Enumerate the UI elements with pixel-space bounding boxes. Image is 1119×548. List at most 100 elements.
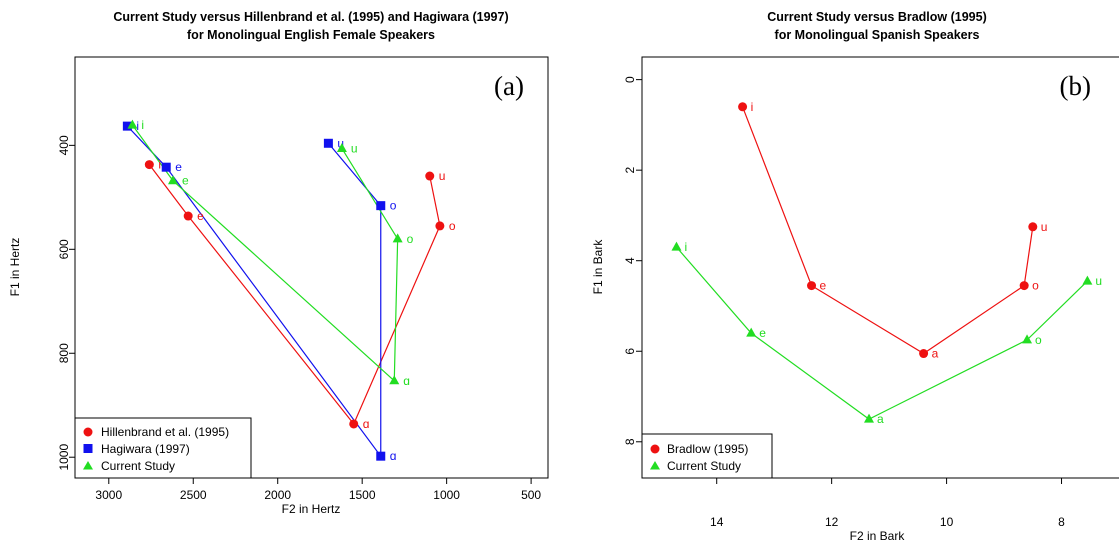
y-tick-label: 600 — [57, 239, 71, 259]
chart-b-x-axis-label: F2 in Bark — [850, 529, 906, 543]
data-point-triangle — [127, 119, 138, 129]
x-tick-label: 8 — [1058, 515, 1065, 529]
data-point-label: a — [932, 347, 939, 361]
data-point-label: o — [1035, 333, 1042, 347]
data-point-label: u — [1041, 220, 1048, 234]
data-point-triangle — [671, 241, 682, 251]
chart-a-y-axis-label: F1 in Hertz — [8, 238, 22, 297]
x-tick-label: 1500 — [349, 488, 376, 502]
chart-a-title-line-2: for Monolingual English Female Speakers — [187, 28, 435, 42]
chart-b-legend: Bradlow (1995) Current Study — [641, 433, 773, 479]
chart-a-legend: Hillenbrand et al. (1995) Hagiwara (1997… — [74, 417, 252, 479]
x-tick-label: 1000 — [433, 488, 460, 502]
data-point-triangle — [392, 233, 403, 243]
data-point-label: u — [1095, 274, 1102, 288]
data-point-label: i — [136, 119, 139, 133]
data-point-triangle — [336, 142, 347, 152]
chart-b-title-line-2: for Monolingual Spanish Speakers — [775, 28, 980, 42]
x-tick-label: 14 — [710, 515, 724, 529]
data-point-triangle — [864, 413, 875, 423]
data-point-label: i — [684, 240, 687, 254]
data-point-label: e — [182, 174, 189, 188]
data-point-label: o — [449, 219, 456, 233]
chart-b-legend-box — [641, 433, 773, 479]
y-tick-label: 1000 — [57, 444, 71, 471]
data-point-circle — [919, 349, 929, 359]
y-tick-label: 4 — [623, 257, 637, 264]
data-point-triangle — [746, 327, 757, 337]
y-tick-label: 8 — [623, 438, 637, 445]
series-line — [126, 125, 382, 458]
y-tick-label: 2 — [623, 167, 637, 174]
data-point-square — [122, 121, 132, 131]
x-tick-label: 2000 — [264, 488, 291, 502]
x-tick-label: 2500 — [180, 488, 207, 502]
data-point-circle — [435, 221, 445, 231]
y-tick-label: 6 — [623, 348, 637, 355]
chart-a-series-lines — [126, 124, 441, 458]
data-point-label: i — [751, 100, 754, 114]
data-point-label: a — [877, 412, 884, 426]
data-point-label: o — [1032, 279, 1039, 293]
data-point-label: ɑ — [403, 374, 410, 388]
chart-a-y-ticks: 400 600 800 1000 — [57, 135, 75, 471]
chart-b-x-ticks: 14 12 10 8 — [710, 478, 1065, 529]
data-point-label: ɑ — [363, 417, 370, 431]
data-point-label: e — [820, 279, 827, 293]
data-point-label: e — [175, 160, 182, 174]
chart-a-x-axis-label: F2 in Hertz — [282, 502, 341, 516]
y-tick-label: 0 — [623, 76, 637, 83]
data-point-circle — [349, 419, 359, 429]
legend-marker-hillenbrand — [83, 427, 93, 437]
data-point-label: u — [351, 141, 358, 155]
y-tick-label: 400 — [57, 135, 71, 155]
data-point-triangle — [1022, 334, 1033, 344]
data-point-label: e — [197, 209, 204, 223]
chart-panel-a: Current Study versus Hillenbrand et al. … — [8, 10, 549, 516]
data-point-label: o — [407, 232, 414, 246]
legend-label-hagiwara: Hagiwara (1997) — [101, 442, 190, 456]
data-point-circle — [1028, 222, 1038, 232]
x-tick-label: 500 — [521, 488, 541, 502]
data-point-label: i — [158, 158, 161, 172]
legend-marker-bradlow — [650, 444, 660, 454]
chart-a-title-line-1: Current Study versus Hillenbrand et al. … — [113, 10, 508, 24]
chart-b-plot-frame — [641, 56, 1119, 479]
data-point-circle — [183, 211, 193, 221]
data-point-triangle — [1082, 275, 1093, 285]
y-tick-label: 800 — [57, 343, 71, 363]
data-point-label: o — [390, 199, 397, 213]
data-point-square — [323, 138, 333, 148]
data-point-label: u — [337, 136, 344, 150]
data-point-square — [161, 162, 171, 172]
x-tick-label: 12 — [825, 515, 839, 529]
chart-a-panel-label: (a) — [494, 71, 524, 101]
x-tick-label: 10 — [940, 515, 954, 529]
chart-b-y-axis-label: F1 in Bark — [591, 239, 605, 295]
data-point-label: ɑ — [390, 449, 397, 463]
chart-b-series-points: i e a o u i e a o u — [671, 100, 1102, 426]
legend-label-hillenbrand: Hillenbrand et al. (1995) — [101, 425, 229, 439]
data-point-label: i — [141, 118, 144, 132]
legend-label-current-study-a: Current Study — [101, 459, 175, 473]
chart-b-title-line-1: Current Study versus Bradlow (1995) — [767, 10, 987, 24]
series-line — [742, 106, 1034, 355]
data-point-circle — [425, 171, 435, 181]
legend-marker-current-study-a — [83, 461, 93, 470]
data-point-circle — [738, 102, 748, 112]
chart-a-x-ticks: 3000 2500 2000 1500 1000 500 — [95, 478, 541, 502]
data-point-triangle — [167, 175, 178, 185]
data-point-circle — [1019, 281, 1029, 291]
legend-marker-current-study-b — [650, 461, 660, 470]
chart-panel-b: Current Study versus Bradlow (1995) for … — [591, 10, 1119, 543]
data-point-square — [376, 451, 386, 461]
legend-label-bradlow: Bradlow (1995) — [667, 442, 748, 456]
legend-label-current-study-b: Current Study — [667, 459, 741, 473]
chart-a-plot-frame — [74, 56, 549, 479]
data-point-label: u — [439, 169, 446, 183]
series-line — [131, 124, 399, 383]
data-point-triangle — [389, 375, 400, 385]
data-point-circle — [144, 160, 154, 170]
